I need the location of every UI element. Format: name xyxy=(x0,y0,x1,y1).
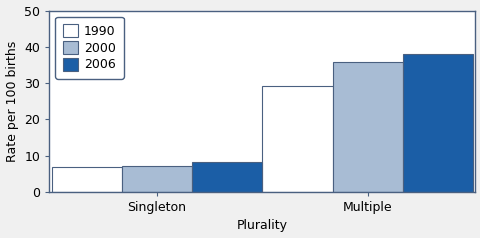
Bar xyxy=(262,86,332,192)
Legend: 1990, 2000, 2006: 1990, 2000, 2006 xyxy=(55,17,123,79)
Bar xyxy=(121,166,192,192)
Bar xyxy=(192,163,262,192)
Bar xyxy=(402,54,472,192)
Bar xyxy=(51,167,121,192)
X-axis label: Plurality: Plurality xyxy=(236,219,287,233)
Y-axis label: Rate per 100 births: Rate per 100 births xyxy=(6,41,19,162)
Bar xyxy=(332,62,402,192)
